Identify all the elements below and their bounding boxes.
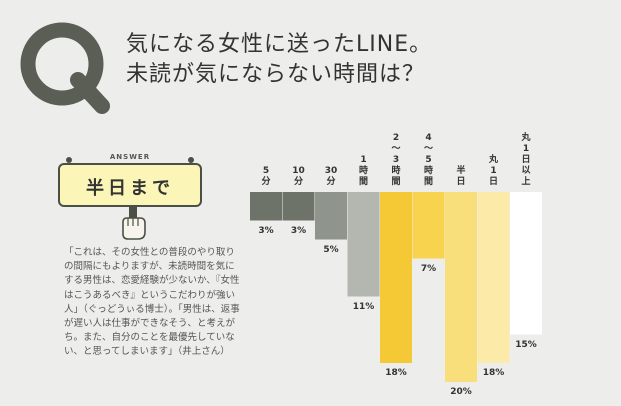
q-mark-icon	[20, 22, 110, 114]
category-label-2: 10 分	[292, 166, 305, 187]
response-bar-chart: 5 分 3% 10 分 3% 30 分 5% 1 時間 11% 2 〜 3 時間 18% 4 〜 5 時間 7% 半日 20%…	[248, 115, 548, 406]
bar-4	[347, 192, 380, 297]
chart-bars	[250, 192, 542, 382]
answer-text: 半日まで	[86, 178, 174, 199]
category-label-5: 2 〜 3 時間	[391, 133, 401, 187]
answer-label: ANSWER	[109, 153, 151, 161]
bar-6	[412, 192, 445, 259]
value-label-9: 15%	[515, 339, 537, 350]
value-label-1: 3%	[258, 225, 274, 236]
commentary-text: 「これは、その女性との普段のやり取りの間隔にもよりますが、未読時間を気にする男性…	[64, 247, 240, 358]
hand-icon	[122, 217, 146, 240]
answer-sign: ANSWER 半日まで	[58, 153, 202, 207]
value-label-2: 3%	[290, 225, 307, 236]
bar-2	[282, 192, 315, 221]
question-text: 気になる女性に送ったLINE。 未読が気にならない時間は？	[126, 30, 432, 90]
value-label-7: 20%	[450, 387, 472, 397]
value-label-6: 7%	[420, 263, 437, 274]
value-label-3: 5%	[323, 244, 339, 255]
value-label-4: 11%	[352, 301, 375, 312]
bar-5	[380, 192, 412, 363]
question-line-2: 未読が気にならない時間は？	[126, 62, 426, 87]
category-label-3: 30 分	[324, 166, 338, 187]
category-label-6: 4 〜 5 時間	[423, 133, 433, 187]
bar-3	[315, 192, 347, 240]
bar-9	[510, 192, 542, 335]
question-line-1: 気になる女性に送ったLINE。	[126, 32, 433, 57]
category-label-7: 半日	[456, 166, 466, 187]
value-label-5: 18%	[385, 368, 407, 378]
bar-8	[477, 192, 510, 363]
value-label-8: 18%	[482, 368, 505, 378]
bar-1	[250, 192, 282, 221]
bar-7	[445, 192, 477, 382]
